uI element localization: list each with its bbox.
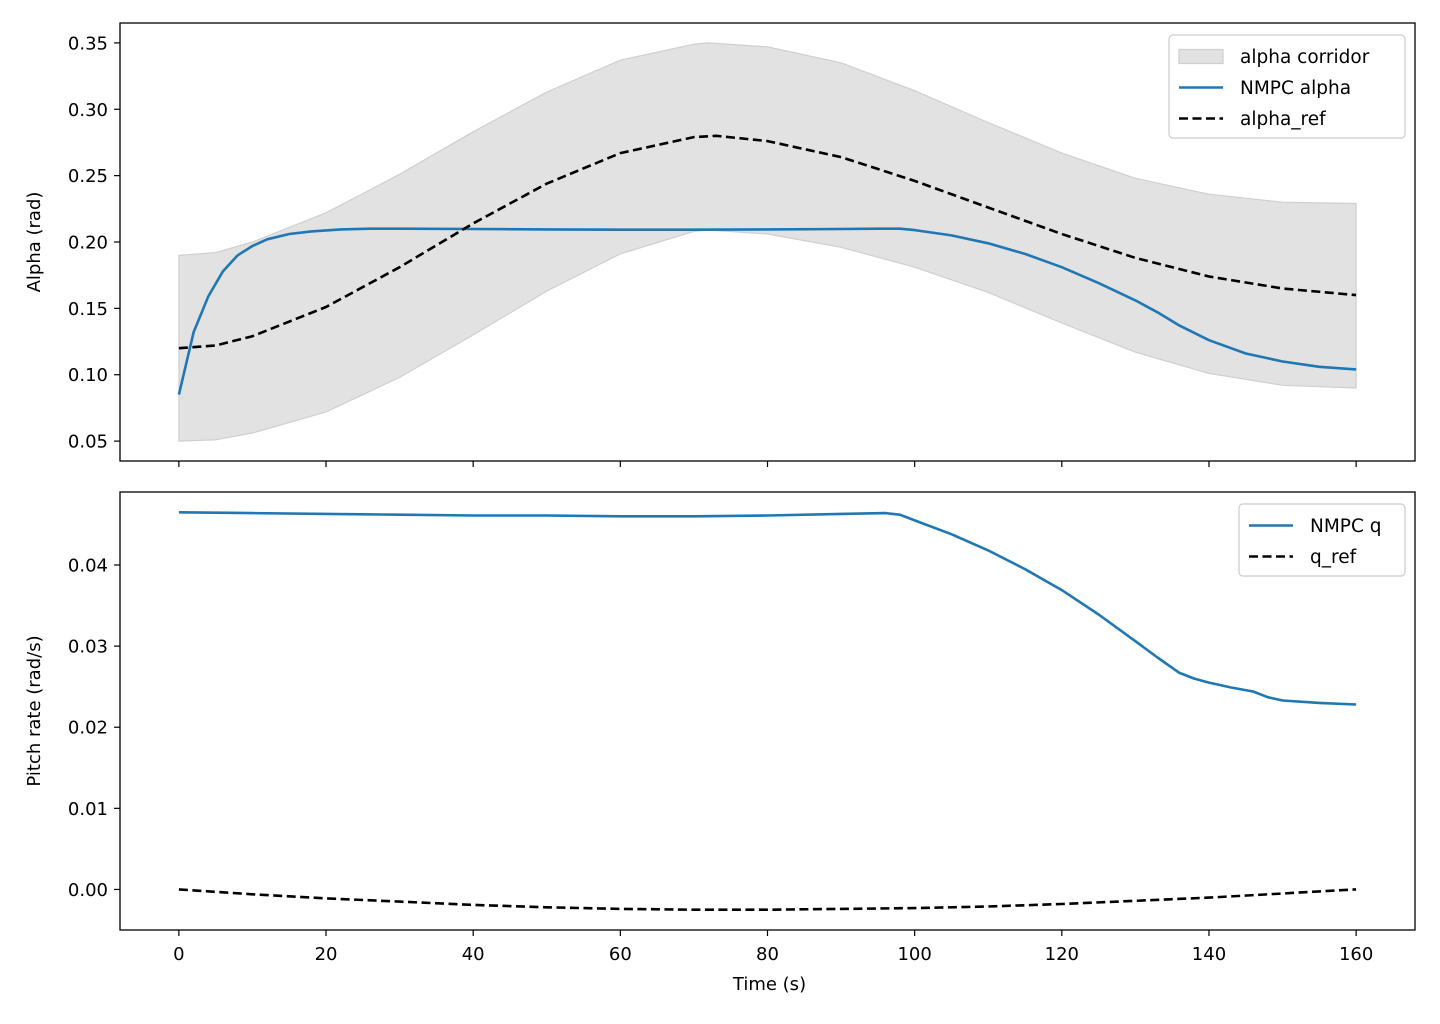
- y-tick-label: 0.05: [68, 432, 108, 453]
- alpha-plot-area: 0.05 0.10 0.15 0.20 0.25 0.30 0.35: [68, 22, 1416, 467]
- legend-swatch-alpha-corridor: [1178, 48, 1224, 65]
- x-tick-label: 160: [1339, 944, 1373, 965]
- pitch-rate-panel: 0 20 40 60 80 100 120 140 160 0.00 0.01 0.02 0.03 0.0…: [24, 491, 1416, 995]
- pitch-rate-plot-area: 0 20 40 60 80 100 120 140 160 0.00 0.01 0.02 0.03 0.0…: [68, 491, 1416, 965]
- pitch-rate-y-axis-label: Pitch rate (rad/s): [24, 635, 45, 786]
- y-tick-label: 0.03: [68, 637, 108, 658]
- legend-label-alpha-ref: alpha_ref: [1240, 109, 1326, 130]
- legend-label-q-ref: q_ref: [1310, 547, 1357, 568]
- alpha-corridor-band: [178, 42, 1357, 442]
- pitch-rate-legend: NMPC q q_ref: [1238, 503, 1406, 577]
- y-tick-label: 0.20: [68, 233, 108, 254]
- alpha-panel: 0.05 0.10 0.15 0.20 0.25 0.30 0.35 alpha corri…: [24, 22, 1416, 467]
- y-tick-label: 0.02: [68, 718, 108, 739]
- x-tick-label: 40: [462, 944, 485, 965]
- x-tick-label: 80: [756, 944, 779, 965]
- plot-series-group: [178, 511, 1357, 912]
- series-line-nmpc-q: [178, 511, 1357, 706]
- y-tick-label: 0.01: [68, 799, 108, 820]
- y-tick-label: 0.10: [68, 365, 108, 386]
- x-tick-label: 120: [1045, 944, 1079, 965]
- legend-box: [1238, 503, 1406, 577]
- x-tick-label: 20: [315, 944, 338, 965]
- y-tick-label: 0.00: [68, 880, 108, 901]
- y-tick-label: 0.35: [68, 33, 108, 54]
- x-tick-label: 140: [1192, 944, 1226, 965]
- x-tick-label: 100: [897, 944, 931, 965]
- series-line-alpha-ref: [178, 134, 1357, 350]
- legend-box: [1168, 34, 1406, 139]
- y-tick-label: 0.25: [68, 166, 108, 187]
- y-tick-label: 0.15: [68, 299, 108, 320]
- x-tick-label: 0: [173, 944, 184, 965]
- series-line-q-ref: [178, 888, 1357, 912]
- legend-label-nmpc-q: NMPC q: [1310, 516, 1382, 537]
- x-tick-label: 60: [609, 944, 632, 965]
- alpha-y-axis-label: Alpha (rad): [24, 192, 45, 293]
- series-line-nmpc-alpha: [177, 227, 1357, 395]
- time-x-axis-label: Time (s): [732, 974, 806, 995]
- plot-series-group: [177, 42, 1357, 442]
- y-tick-label: 0.04: [68, 556, 108, 577]
- legend-label-nmpc-alpha: NMPC alpha: [1240, 78, 1351, 99]
- legend-label-alpha-corridor: alpha corridor: [1240, 47, 1370, 68]
- y-tick-label: 0.30: [68, 100, 108, 121]
- alpha-legend: alpha corridor NMPC alpha alpha_ref: [1168, 34, 1406, 139]
